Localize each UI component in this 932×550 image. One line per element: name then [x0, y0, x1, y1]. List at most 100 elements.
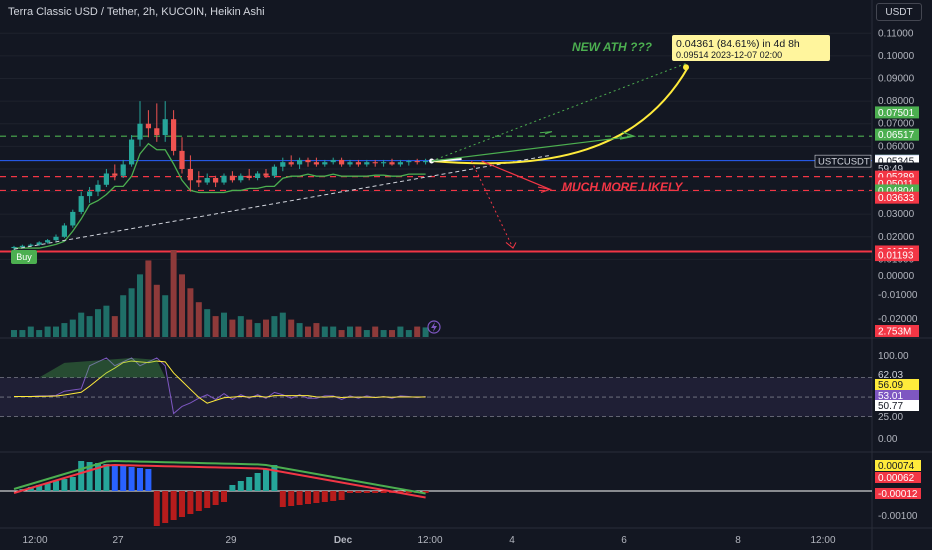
volume-bar[interactable] [145, 260, 152, 337]
rsi-pane[interactable] [0, 357, 872, 418]
volume-bar[interactable] [95, 309, 101, 337]
volume-bar[interactable] [19, 330, 26, 337]
volume-bar[interactable] [53, 326, 59, 337]
volume-bar[interactable] [69, 319, 76, 337]
macd-histogram-bar[interactable] [111, 465, 118, 491]
macd-histogram-bar[interactable] [405, 491, 412, 493]
candle-body[interactable] [414, 161, 420, 163]
macd-histogram-bar[interactable] [53, 481, 59, 491]
candle-body[interactable] [389, 162, 395, 165]
volume-bar[interactable] [405, 330, 412, 337]
candle-body[interactable] [397, 162, 403, 165]
macd-badge[interactable]: 0.00074 [875, 460, 921, 472]
macd-histogram-bar[interactable] [338, 491, 345, 500]
macd-pane[interactable] [0, 459, 872, 526]
red-arrow-line[interactable] [481, 160, 551, 190]
volume-bar[interactable] [389, 330, 395, 337]
rsi-line[interactable] [14, 357, 426, 415]
volume-bar[interactable] [212, 316, 219, 337]
macd-histogram-bar[interactable] [61, 479, 68, 491]
macd-histogram-bar[interactable] [288, 491, 295, 506]
macd-histogram-bar[interactable] [145, 469, 152, 491]
drawings-layer[interactable]: NEW ATH ??? MUCH MORE LIKELY 0.04361 (84.6… [13, 35, 830, 250]
candle-body[interactable] [305, 159, 311, 163]
candle-body[interactable] [171, 119, 177, 151]
candle-body[interactable] [129, 139, 135, 165]
macd-histogram-bar[interactable] [36, 485, 43, 491]
rsi-badge[interactable]: 50.77 [875, 400, 919, 412]
volume-bar[interactable] [397, 326, 404, 337]
macd-histogram-bar[interactable] [86, 462, 93, 491]
macd-histogram-bar[interactable] [263, 469, 269, 491]
volume-bar[interactable] [347, 326, 353, 337]
candle-body[interactable] [238, 175, 244, 181]
volume-bar[interactable] [111, 316, 118, 337]
macd-histogram-bar[interactable] [229, 485, 236, 491]
candle-body[interactable] [78, 196, 84, 212]
macd-histogram-bar[interactable] [363, 491, 370, 493]
candle-body[interactable] [204, 178, 210, 183]
candle-body[interactable] [196, 180, 202, 183]
macd-badge[interactable]: -0.00012 [875, 488, 921, 500]
candle-body[interactable] [213, 178, 219, 183]
volume-bar[interactable] [44, 326, 51, 337]
candle-body[interactable] [246, 175, 252, 178]
volume-bar[interactable] [279, 312, 286, 337]
volume-bar[interactable] [204, 309, 211, 337]
macd-histogram-bar[interactable] [120, 466, 127, 491]
dotted-up-projection[interactable] [431, 62, 689, 162]
macd-histogram-bar[interactable] [313, 491, 320, 503]
support-trend-line[interactable] [14, 142, 426, 249]
volume-bar[interactable] [170, 250, 177, 337]
macd-histogram-bar[interactable] [212, 491, 219, 505]
volume-bar[interactable] [321, 326, 328, 337]
macd-line[interactable] [13, 459, 426, 495]
candle-body[interactable] [145, 123, 151, 129]
candle-body[interactable] [288, 162, 294, 165]
volume-bar[interactable] [187, 288, 194, 337]
macd-histogram-bar[interactable] [254, 473, 261, 491]
rsi-badge[interactable]: 53.01 [875, 390, 919, 402]
volume-bar[interactable] [254, 323, 261, 337]
macd-histogram-bar[interactable] [170, 491, 177, 520]
macd-histogram-bar[interactable] [237, 481, 244, 491]
volume-bar[interactable] [338, 330, 345, 337]
candle-body[interactable] [280, 162, 286, 167]
volume-bar[interactable] [153, 284, 160, 337]
candle-body[interactable] [112, 173, 118, 176]
macd-histogram-bar[interactable] [95, 463, 101, 491]
candle-body[interactable] [406, 161, 412, 163]
green-arrow-line[interactable] [431, 135, 635, 162]
macd-histogram-bar[interactable] [195, 491, 202, 511]
price-badge[interactable]: 0.06517 [875, 128, 919, 142]
main-pane[interactable]: Buy [0, 32, 872, 264]
volume-bar[interactable] [271, 316, 278, 337]
ath-target-marker[interactable] [683, 64, 689, 71]
volume-bar[interactable] [263, 319, 269, 337]
macd-histogram-bar[interactable] [321, 491, 328, 502]
candle-body[interactable] [381, 162, 387, 164]
volume-bar[interactable] [229, 319, 236, 337]
candle-body[interactable] [87, 191, 93, 197]
volume-bar[interactable] [296, 323, 303, 337]
candle-body[interactable] [95, 184, 101, 192]
volume-bar[interactable] [288, 319, 295, 337]
volume-bar[interactable] [422, 327, 429, 337]
macd-histogram-bar[interactable] [330, 491, 337, 501]
candle-body[interactable] [297, 159, 303, 165]
candle-body[interactable] [154, 128, 160, 136]
measure-tooltip[interactable]: 0.04361 (84.61%) in 4d 8h0.09514 2023-12… [672, 35, 830, 61]
rsi-badge[interactable]: 56.09 [875, 379, 919, 391]
macd-badge[interactable]: 0.00062 [875, 472, 921, 484]
macd-histogram-bar[interactable] [355, 491, 362, 493]
candle-body[interactable] [322, 162, 328, 165]
volume-bar[interactable] [305, 326, 311, 337]
volume-bar[interactable] [27, 326, 34, 337]
price-badge[interactable]: 0.03633 [875, 191, 919, 205]
candle-body[interactable] [103, 173, 109, 185]
candle-body[interactable] [271, 166, 277, 176]
candle-body[interactable] [330, 159, 336, 163]
candle-body[interactable] [36, 242, 42, 245]
volume-bar[interactable] [330, 326, 337, 337]
